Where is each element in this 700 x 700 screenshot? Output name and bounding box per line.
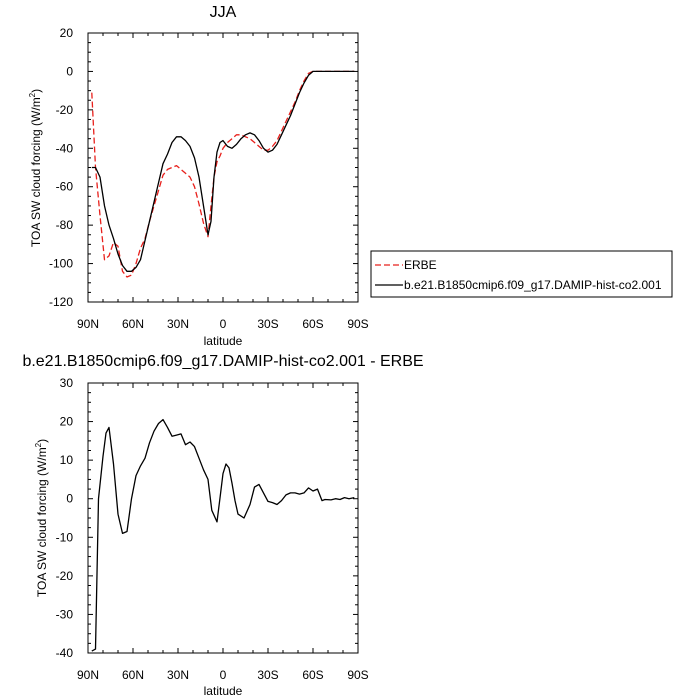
y-tick-label: -40 [56,141,74,155]
y-tick-label: -60 [56,180,74,194]
y-axis-1: 20 0 -20 -40 -60 -80 -100 -120 [49,26,358,309]
series-layer-1 [91,70,355,278]
x-axis-2: 90N 60N 30N 0 30S 60S 90S [77,383,369,682]
chart-title-2: b.e21.B1850cmip6.f09_g17.DAMIP-hist-co2.… [22,353,423,370]
panel-2: b.e21.B1850cmip6.f09_g17.DAMIP-hist-co2.… [22,353,423,698]
y-axis-label-2: TOA SW cloud forcing (W/m2) [34,439,49,597]
y-tick-label: -30 [56,607,74,621]
y-tick-label: 10 [60,453,74,467]
x-tick-label: 0 [220,317,227,331]
y-tick-label: 20 [60,415,74,429]
x-tick-label: 0 [220,668,227,682]
series-line-erbe [91,70,355,278]
y-tick-label: -40 [56,646,74,660]
x-tick-label: 30N [167,668,189,682]
y-tick-label: 30 [60,376,74,390]
x-tick-label: 30S [257,668,278,682]
chart-title-1: JJA [210,4,237,21]
y-tick-label: -120 [49,295,73,309]
legend-label-model: b.e21.B1850cmip6.f09_g17.DAMIP-hist-co2.… [404,278,662,292]
legend-item-erbe: ERBE [375,258,437,272]
x-tick-label: 90S [347,317,368,331]
y-tick-label: -80 [56,218,74,232]
y-axis-label-1: TOA SW cloud forcing (W/m2) [28,89,43,247]
legend: ERBE b.e21.B1850cmip6.f09_g17.DAMIP-hist… [370,250,673,298]
x-tick-label: 30S [257,317,278,331]
y-tick-label: -10 [56,530,74,544]
x-tick-label: 90S [347,668,368,682]
y-tick-label: -20 [56,103,74,117]
series-layer-2 [91,418,355,652]
plot-frame-1 [87,32,359,303]
x-tick-label: 60N [122,317,144,331]
y-tick-label: -20 [56,569,74,583]
legend-item-model: b.e21.B1850cmip6.f09_g17.DAMIP-hist-co2.… [375,278,662,292]
x-tick-label: 60N [122,668,144,682]
x-axis-label-1: latitude [204,334,243,348]
y-tick-label: 0 [66,64,73,78]
legend-box [370,250,673,298]
x-tick-label: 90N [77,317,99,331]
y-axis-2: 30 20 10 0 -10 -20 -30 -40 [56,376,358,660]
y-tick-label: 0 [66,492,73,506]
x-tick-label: 60S [302,317,323,331]
series-line-b-e21-b1850cmip6-f09-g17-damip-hist-co2-001 [91,70,355,272]
legend-label-erbe: ERBE [404,258,437,272]
x-axis-label-2: latitude [204,684,243,698]
x-axis-1: 90N 60N 30N 0 30S 60S 90S [77,33,369,331]
x-tick-label: 30N [167,317,189,331]
x-tick-label: 60S [302,668,323,682]
x-tick-label: 90N [77,668,99,682]
y-tick-label: -100 [49,257,73,271]
panel-1: JJA 20 0 -20 -40 -60 -80 -100 -120 90N 60N 30N 0 30… [28,4,673,348]
y-tick-label: 20 [60,26,74,40]
series-line-difference [91,418,355,652]
